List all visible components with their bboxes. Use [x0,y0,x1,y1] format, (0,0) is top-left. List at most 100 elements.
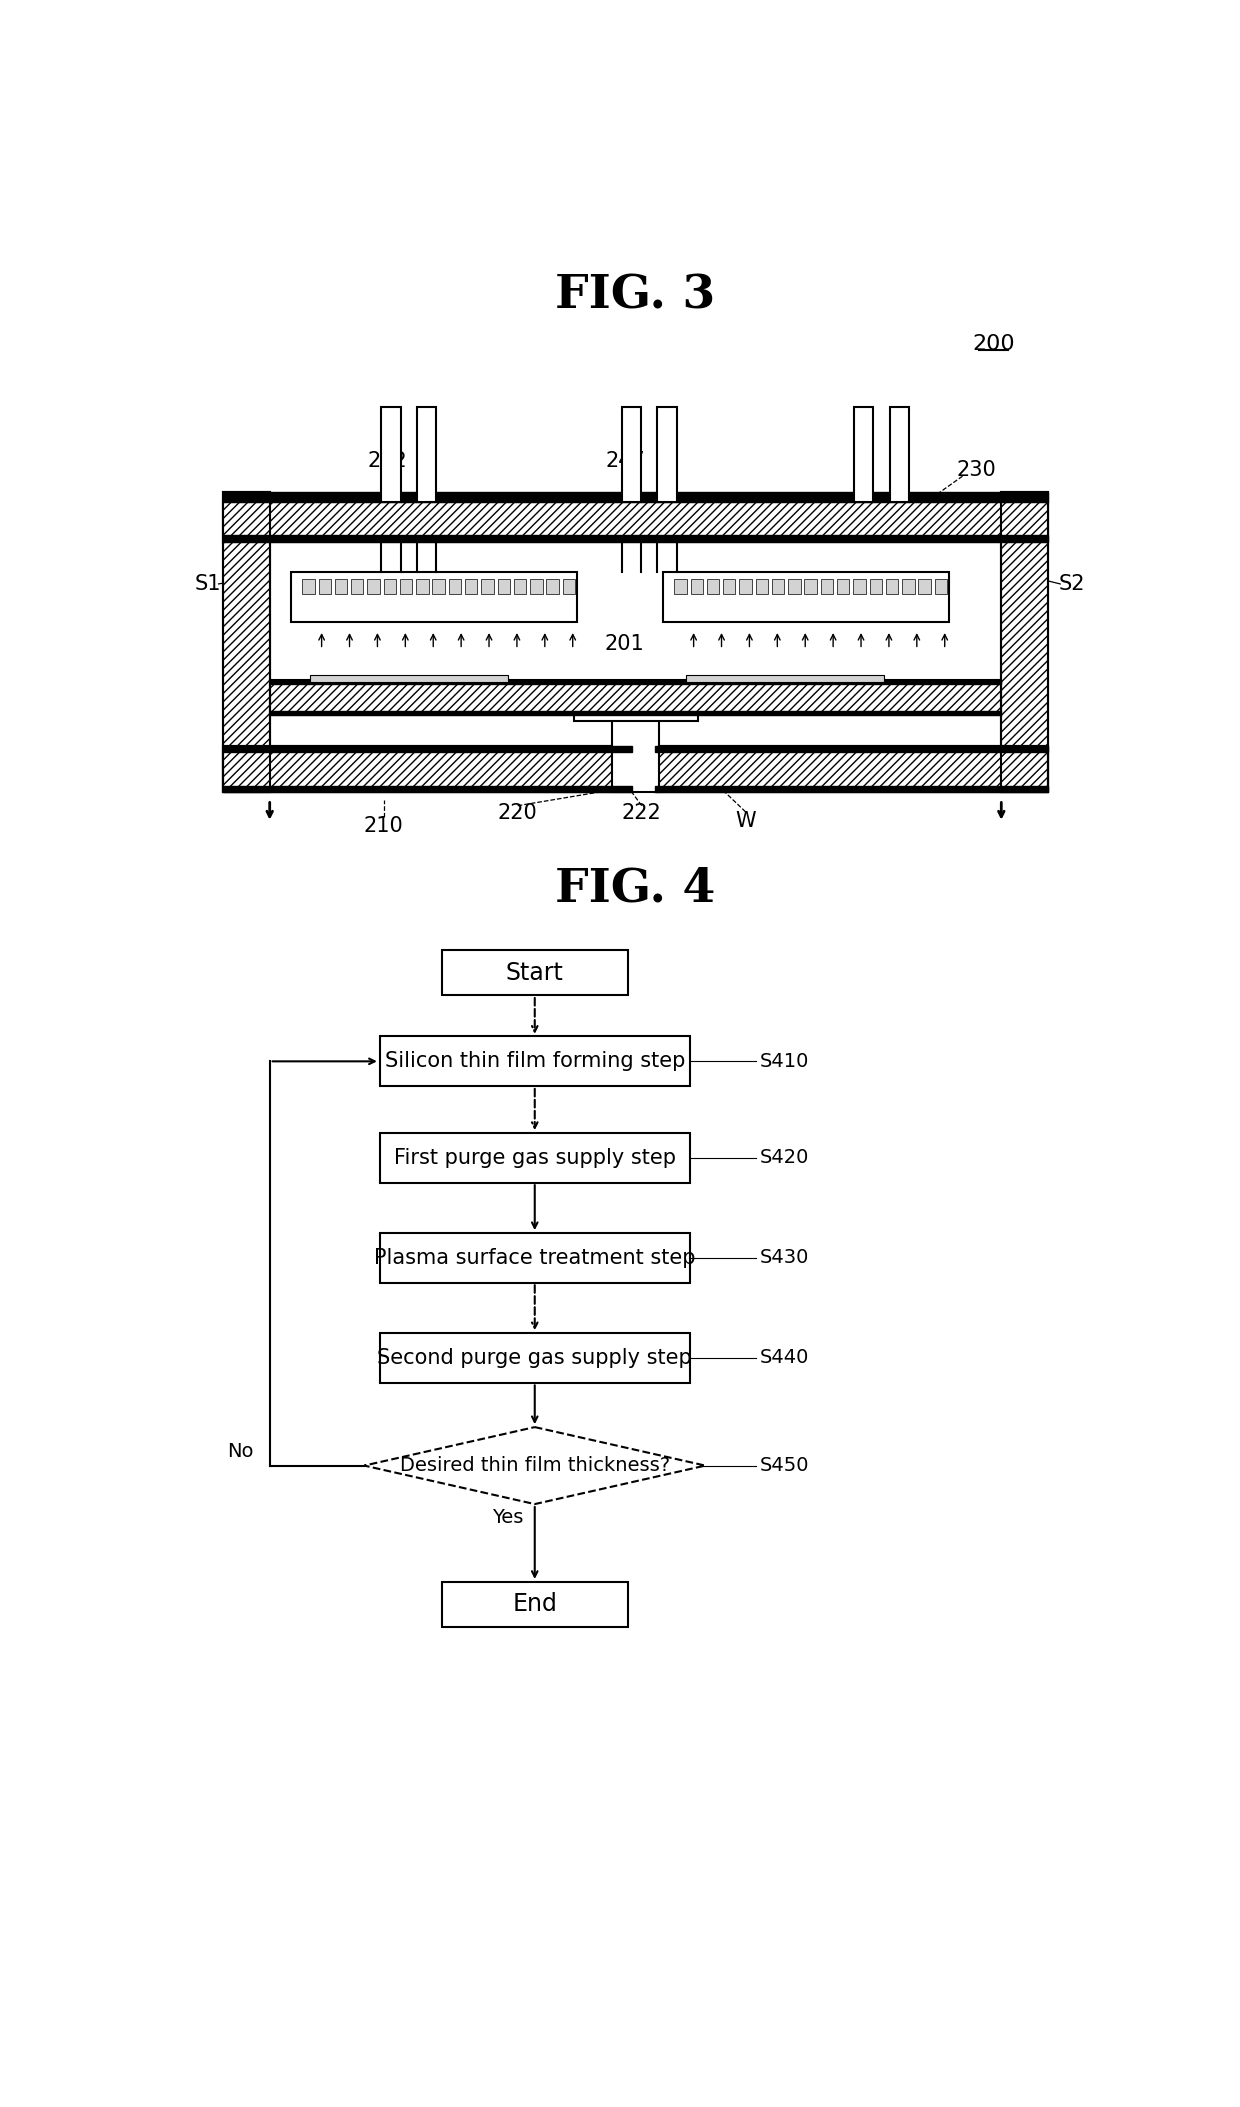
Text: S2: S2 [1059,573,1085,594]
Bar [707,579,719,594]
Bar [573,714,697,721]
Bar [379,1037,689,1087]
Polygon shape [365,1426,706,1504]
Text: 242: 242 [367,451,408,470]
Text: FIG. 4: FIG. 4 [556,866,715,910]
Text: S450: S450 [759,1456,808,1475]
Bar [837,579,849,594]
Bar [655,746,1048,792]
Bar [771,579,784,594]
Bar [655,786,1048,792]
Bar [270,710,1002,714]
Text: 230: 230 [956,459,997,480]
Bar [223,491,1048,501]
Bar [351,579,363,594]
Bar [789,579,801,594]
Bar [675,579,687,594]
Text: Desired thin film thickness?: Desired thin film thickness? [399,1456,670,1475]
Bar [531,579,543,594]
Bar [657,407,677,501]
Bar [655,746,1048,752]
Text: S430: S430 [759,1247,808,1266]
Text: Start: Start [506,961,564,984]
Bar [657,407,677,501]
Bar [935,579,947,594]
Bar [621,407,641,501]
Text: Yes: Yes [492,1509,523,1528]
Text: W: W [735,811,756,830]
Bar [270,681,1002,714]
Bar [417,407,436,501]
Bar [270,681,1002,685]
Bar [621,407,641,501]
Bar [723,579,735,594]
Bar [399,579,412,594]
Text: First purge gas supply step: First purge gas supply step [394,1148,676,1167]
Text: 200: 200 [972,333,1014,354]
Bar [903,579,915,594]
Bar [853,579,866,594]
Bar [481,579,494,594]
Bar [223,746,631,792]
Bar [821,579,833,594]
Text: 220: 220 [497,803,538,824]
Bar [686,674,883,683]
Bar [691,579,703,594]
Bar [310,674,507,683]
Bar [655,746,1048,792]
Bar [223,535,1048,541]
Text: S440: S440 [759,1348,808,1367]
Bar [223,501,1048,541]
Text: 201: 201 [604,634,644,653]
Bar [1002,491,1048,792]
Text: Second purge gas supply step: Second purge gas supply step [377,1348,692,1367]
Bar [869,579,882,594]
Bar [563,579,575,594]
Bar [513,579,526,594]
Bar [441,1582,627,1627]
Bar [335,579,347,594]
Bar [367,579,379,594]
Bar [379,1233,689,1283]
Text: S410: S410 [759,1051,808,1070]
Text: S1: S1 [195,573,221,594]
Bar [449,579,461,594]
Bar [919,579,931,594]
Bar [417,407,436,501]
Bar [755,579,768,594]
Text: No: No [227,1441,253,1462]
Bar [854,407,873,501]
Bar [890,407,909,501]
Bar [890,407,909,501]
Bar [223,491,270,792]
Text: Silicon thin film forming step: Silicon thin film forming step [384,1051,684,1070]
Bar [441,950,627,995]
Bar [223,786,631,792]
Text: S420: S420 [759,1148,808,1167]
Bar [805,579,817,594]
Bar [223,746,631,752]
Bar [379,1134,689,1182]
Text: End: End [512,1593,557,1616]
Bar [382,407,401,501]
Bar [613,714,658,792]
Text: 247: 247 [605,451,645,470]
Bar [303,579,315,594]
Bar [379,1334,689,1382]
Text: Plasma surface treatment step: Plasma surface treatment step [374,1247,696,1268]
Text: 210: 210 [363,818,403,836]
Bar [290,573,578,622]
Bar [739,579,751,594]
Bar [383,579,396,594]
Bar [223,746,631,792]
Bar [662,573,950,622]
Bar [465,579,477,594]
Bar [319,579,331,594]
Bar [417,579,429,594]
Bar [885,579,898,594]
Bar [433,579,445,594]
Bar [223,491,270,792]
Bar [497,579,510,594]
Bar [270,681,1002,714]
Bar [547,579,559,594]
